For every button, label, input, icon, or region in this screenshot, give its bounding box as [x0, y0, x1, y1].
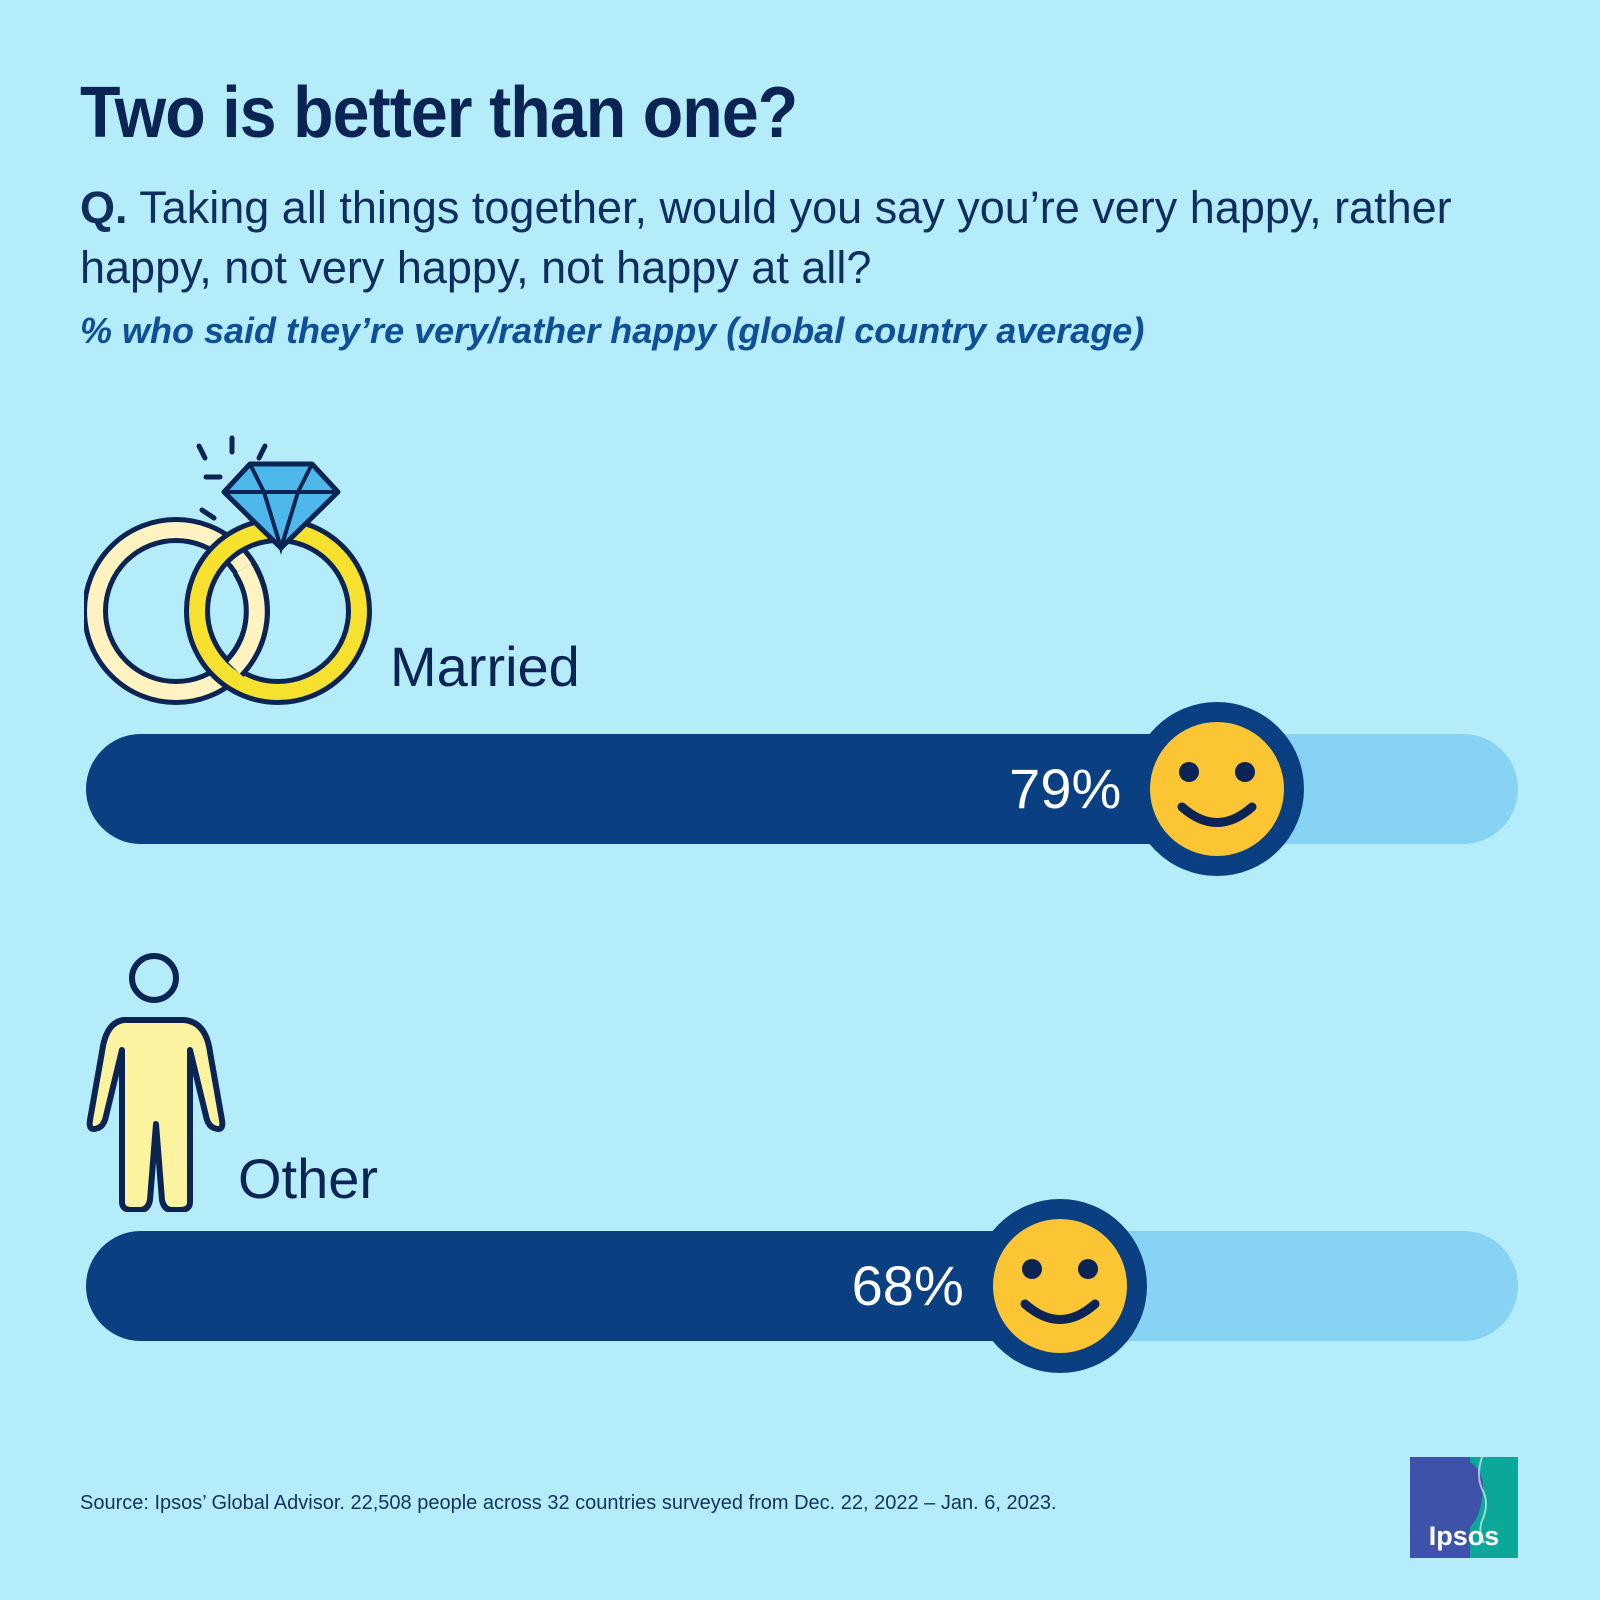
bar-track-married: 79%: [86, 702, 1518, 876]
data-label-other: 68%: [851, 1254, 964, 1317]
bar-fill-other: [86, 1231, 1060, 1341]
data-label-married: 79%: [1009, 757, 1122, 820]
chart-subtitle: % who said they’re very/rather happy (gl…: [80, 310, 1145, 351]
person-icon: [86, 953, 226, 1212]
page-title: Two is better than one?: [80, 73, 798, 153]
wedding-rings-icon: [84, 435, 372, 705]
source-note: Source: Ipsos’ Global Advisor. 22,508 pe…: [80, 1492, 1057, 1514]
question-prefix: Q.: [80, 182, 128, 233]
ipsos-logo: Ipsos: [1410, 1457, 1518, 1558]
logo-text: Ipsos: [1429, 1521, 1500, 1551]
category-label-other: Other: [238, 1147, 379, 1210]
bar-fill-married: [86, 734, 1218, 844]
question-text: Taking all things together, would you sa…: [80, 182, 1452, 293]
smiley-face-icon: [1130, 702, 1305, 876]
survey-question: Q. Taking all things together, would you…: [80, 178, 1540, 298]
smiley-face-icon: [972, 1199, 1147, 1373]
category-label-married: Married: [390, 635, 580, 698]
bar-track-other: 68%: [86, 1199, 1518, 1373]
